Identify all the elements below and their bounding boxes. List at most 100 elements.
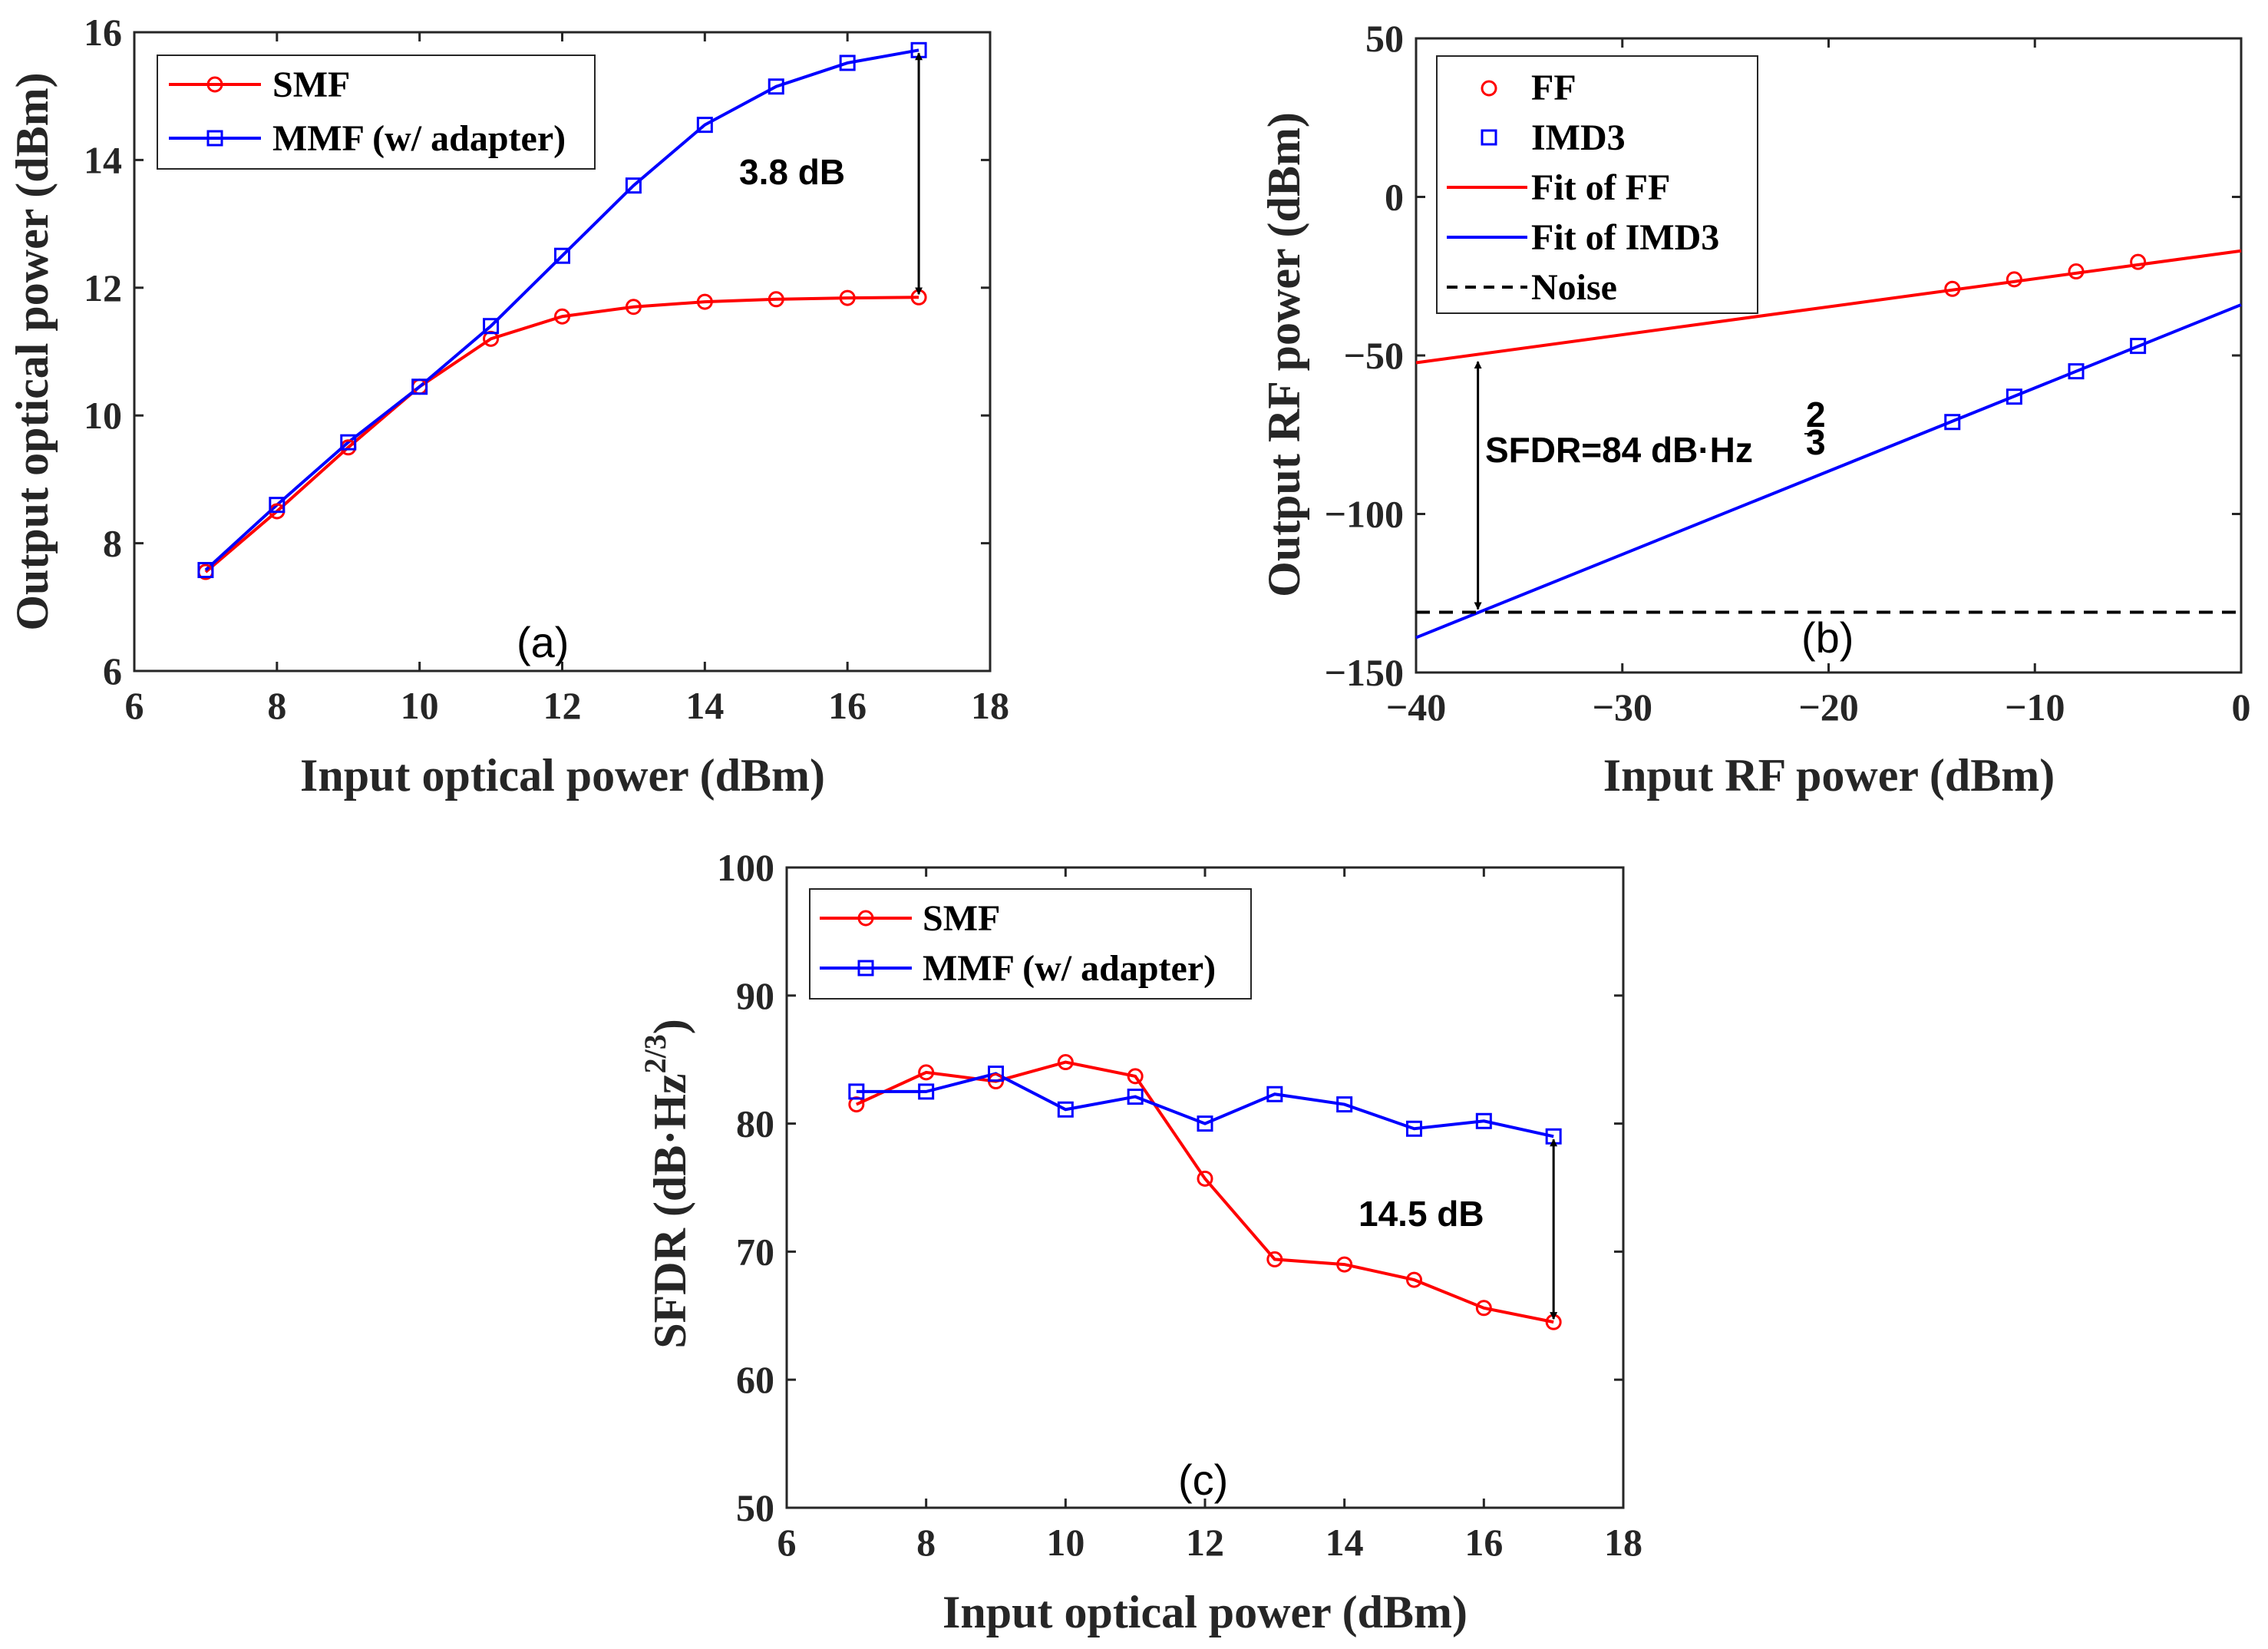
x-tick-label: 12 [1186,1521,1224,1564]
y-tick-label: 8 [103,522,122,565]
data-point-smf [1475,1300,1492,1317]
data-point-mmf-w-adapter [197,562,214,579]
x-tick-label: 16 [828,684,867,727]
x-tick-label: 14 [1325,1521,1364,1564]
data-point-imd3 [1944,414,1961,431]
data-point-mmf-w-adapter [1475,1112,1492,1129]
x-tick-label: 16 [1464,1521,1503,1564]
panel-b-annotation: SFDR=84 dB·Hz 2 3 [1474,361,1826,610]
series-line-smf [204,296,919,573]
y-tick-label: −150 [1325,651,1405,694]
legend-marker-ff [1481,80,1497,97]
legend-marker-smf-c [857,910,874,927]
data-point-mmf-w-adapter [625,177,642,194]
fit-line-fit-of-imd3 [1415,303,2242,639]
data-point-ff [2130,253,2147,270]
x-tick-label: 8 [916,1521,936,1564]
panel-c-annotation-text: 14.5 dB [1358,1194,1484,1234]
legend-label-noise: Noise [1531,267,1617,308]
x-tick-label: 18 [1604,1521,1642,1564]
panel-a-legend-box [157,55,596,170]
x-tick-label: −10 [2005,686,2065,729]
panel-b-xlabel: Input RF power (dBm) [1603,750,2055,801]
data-point-mmf-w-adapter [483,318,500,335]
panel-b-annotation-exp-den: 3 [1806,422,1826,462]
legend-label-fit-ff: Fit of FF [1531,167,1670,208]
data-point-mmf-w-adapter [696,117,713,134]
data-point-smf [1336,1256,1353,1273]
x-tick-label: 8 [267,684,286,727]
panel-c-annotation: 14.5 dB [1358,1138,1558,1320]
data-point-mmf-w-adapter [848,1083,865,1100]
panel-a-output-optical-power: 6 8 10 12 14 16 18 6 8 10 12 14 16 SMF MMF (w/ adapt… [7,11,1009,801]
y-tick-label: 16 [84,11,122,54]
data-point-mmf-w-adapter [1197,1115,1213,1132]
y-tick-label: 80 [736,1102,774,1145]
data-point-mmf-w-adapter [1057,1101,1074,1118]
data-point-imd3 [2068,363,2085,380]
data-point-smf [918,1064,935,1081]
panel-c-markers [848,1054,1562,1330]
data-point-smf [1197,1170,1213,1187]
panel-b-markers [1944,253,2147,431]
x-tick-label: −20 [1798,686,1859,729]
x-tick-label: 14 [685,684,724,727]
x-tick-label: 10 [401,684,439,727]
data-point-mmf-w-adapter [340,434,357,451]
data-point-ff [1944,280,1961,297]
panel-b-legend-box [1436,55,1758,314]
panel-b-annotation-text: SFDR=84 dB·Hz [1485,430,1753,470]
legend-marker-mmf-c [857,960,874,977]
x-tick-label: −30 [1593,686,1653,729]
data-point-smf [1127,1068,1144,1085]
panel-c-ylabel-main: SFDR (dB·Hz [645,1073,695,1348]
y-tick-label: 6 [103,649,122,692]
panel-a-xlabel: Input optical power (dBm) [300,750,825,801]
y-tick-label: 90 [736,974,774,1017]
data-point-imd3 [2006,388,2022,405]
panel-a-annotation-text: 3.8 dB [739,152,845,192]
y-tick-label: −100 [1325,493,1405,536]
data-point-mmf-w-adapter [918,1083,935,1100]
series-line-mmf-w-adapter [856,1072,1554,1138]
data-point-imd3 [2130,338,2147,355]
data-point-mmf-w-adapter [988,1066,1004,1082]
legend-label-ff: FF [1531,68,1576,108]
data-point-mmf-w-adapter [1406,1120,1422,1137]
panel-a-ticks: 6 8 10 12 14 16 18 6 8 10 12 14 16 [84,11,1009,727]
data-point-smf [696,293,713,310]
panel-c-xlabel: Input optical power (dBm) [943,1587,1467,1637]
x-tick-label: 6 [777,1521,797,1564]
legend-marker-imd3 [1481,129,1497,146]
data-point-mmf-w-adapter [411,378,428,395]
panel-b-legend: FF IMD3 Fit of FF Fit of IMD3 Noise [1436,55,1758,314]
panel-a-series [204,48,919,573]
data-point-mmf-w-adapter [1127,1089,1144,1105]
x-tick-label: −40 [1386,686,1447,729]
data-point-smf [839,289,856,306]
data-point-mmf-w-adapter [1266,1086,1283,1102]
data-point-mmf-w-adapter [554,247,570,264]
x-tick-label: 10 [1046,1521,1084,1564]
data-point-mmf-w-adapter [768,78,784,95]
panel-c-ylabel-close: ) [645,1019,695,1034]
panel-b-annotation-exp-num: 2 [1806,395,1826,435]
panel-b-label: (b) [1801,613,1854,662]
y-tick-label: 12 [84,266,122,309]
y-tick-label: 14 [84,138,122,181]
legend-label-mmf-c: MMF (w/ adapter) [923,948,1216,989]
svg-text:SFDR (dB·Hz2/3): SFDR (dB·Hz2/3) [638,1019,695,1348]
data-point-ff [2006,271,2022,288]
y-tick-label: −50 [1344,334,1405,377]
panel-b-fits [1415,249,2242,639]
data-point-smf [1406,1271,1422,1288]
x-tick-label: 6 [125,684,144,727]
legend-label-imd3: IMD3 [1531,117,1626,158]
panel-a-label: (a) [517,618,569,666]
data-point-smf [625,299,642,316]
panel-c-series [855,1060,1554,1324]
panel-b-ylabel: Output RF power (dBm) [1259,112,1309,597]
